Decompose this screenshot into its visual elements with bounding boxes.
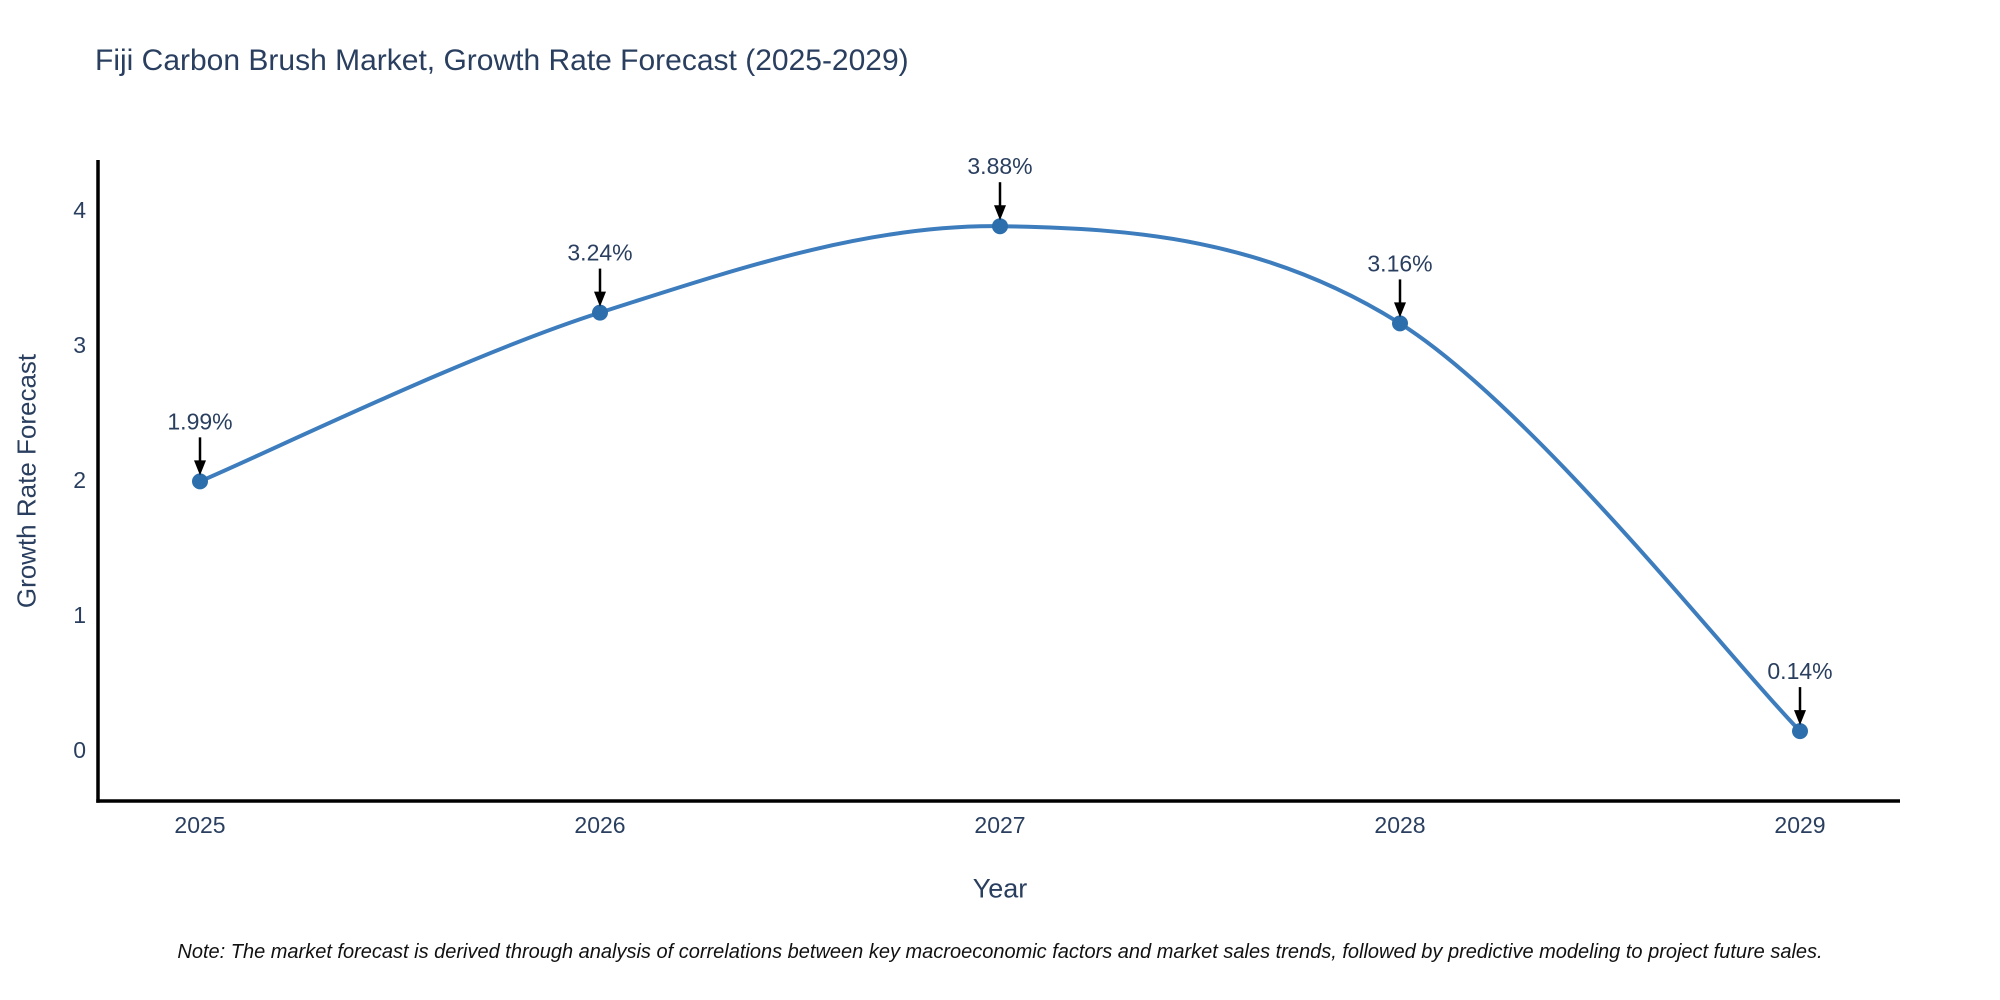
- y-tick-label: 0: [73, 737, 86, 763]
- data-point-label: 1.99%: [167, 408, 232, 434]
- data-point-label: 0.14%: [1767, 658, 1832, 684]
- annotation-arrowhead: [1794, 710, 1806, 726]
- footnote: Note: The market forecast is derived thr…: [177, 941, 1823, 963]
- annotation-arrowhead: [1394, 302, 1406, 318]
- chart-title: Fiji Carbon Brush Market, Growth Rate Fo…: [95, 44, 909, 77]
- y-tick-label: 2: [73, 467, 86, 493]
- x-tick-label: 2029: [1774, 812, 1825, 838]
- annotation-arrowhead: [994, 205, 1006, 221]
- data-point-marker: [1392, 315, 1408, 332]
- y-tick-label: 1: [73, 602, 86, 628]
- forecast-line: [198, 224, 1802, 734]
- x-tick-label: 2026: [574, 812, 625, 838]
- y-tick-label: 4: [73, 197, 86, 223]
- x-tick-label: 2028: [1374, 812, 1425, 838]
- x-tick-label: 2027: [974, 812, 1025, 838]
- annotation-arrowhead: [594, 291, 606, 307]
- data-point-label: 3.16%: [1367, 250, 1432, 276]
- annotation-arrowhead: [194, 460, 206, 476]
- x-axis-title: Year: [972, 873, 1028, 904]
- data-point-label: 3.24%: [567, 240, 632, 266]
- data-point-marker: [592, 304, 608, 321]
- y-axis-title: Growth Rate Forecast: [11, 353, 42, 609]
- data-point-marker: [192, 473, 208, 490]
- x-tick-label: 2025: [174, 812, 225, 838]
- data-point-marker: [992, 218, 1008, 235]
- data-point-marker: [1792, 723, 1808, 740]
- data-point-label: 3.88%: [967, 153, 1032, 179]
- y-tick-label: 3: [73, 332, 86, 358]
